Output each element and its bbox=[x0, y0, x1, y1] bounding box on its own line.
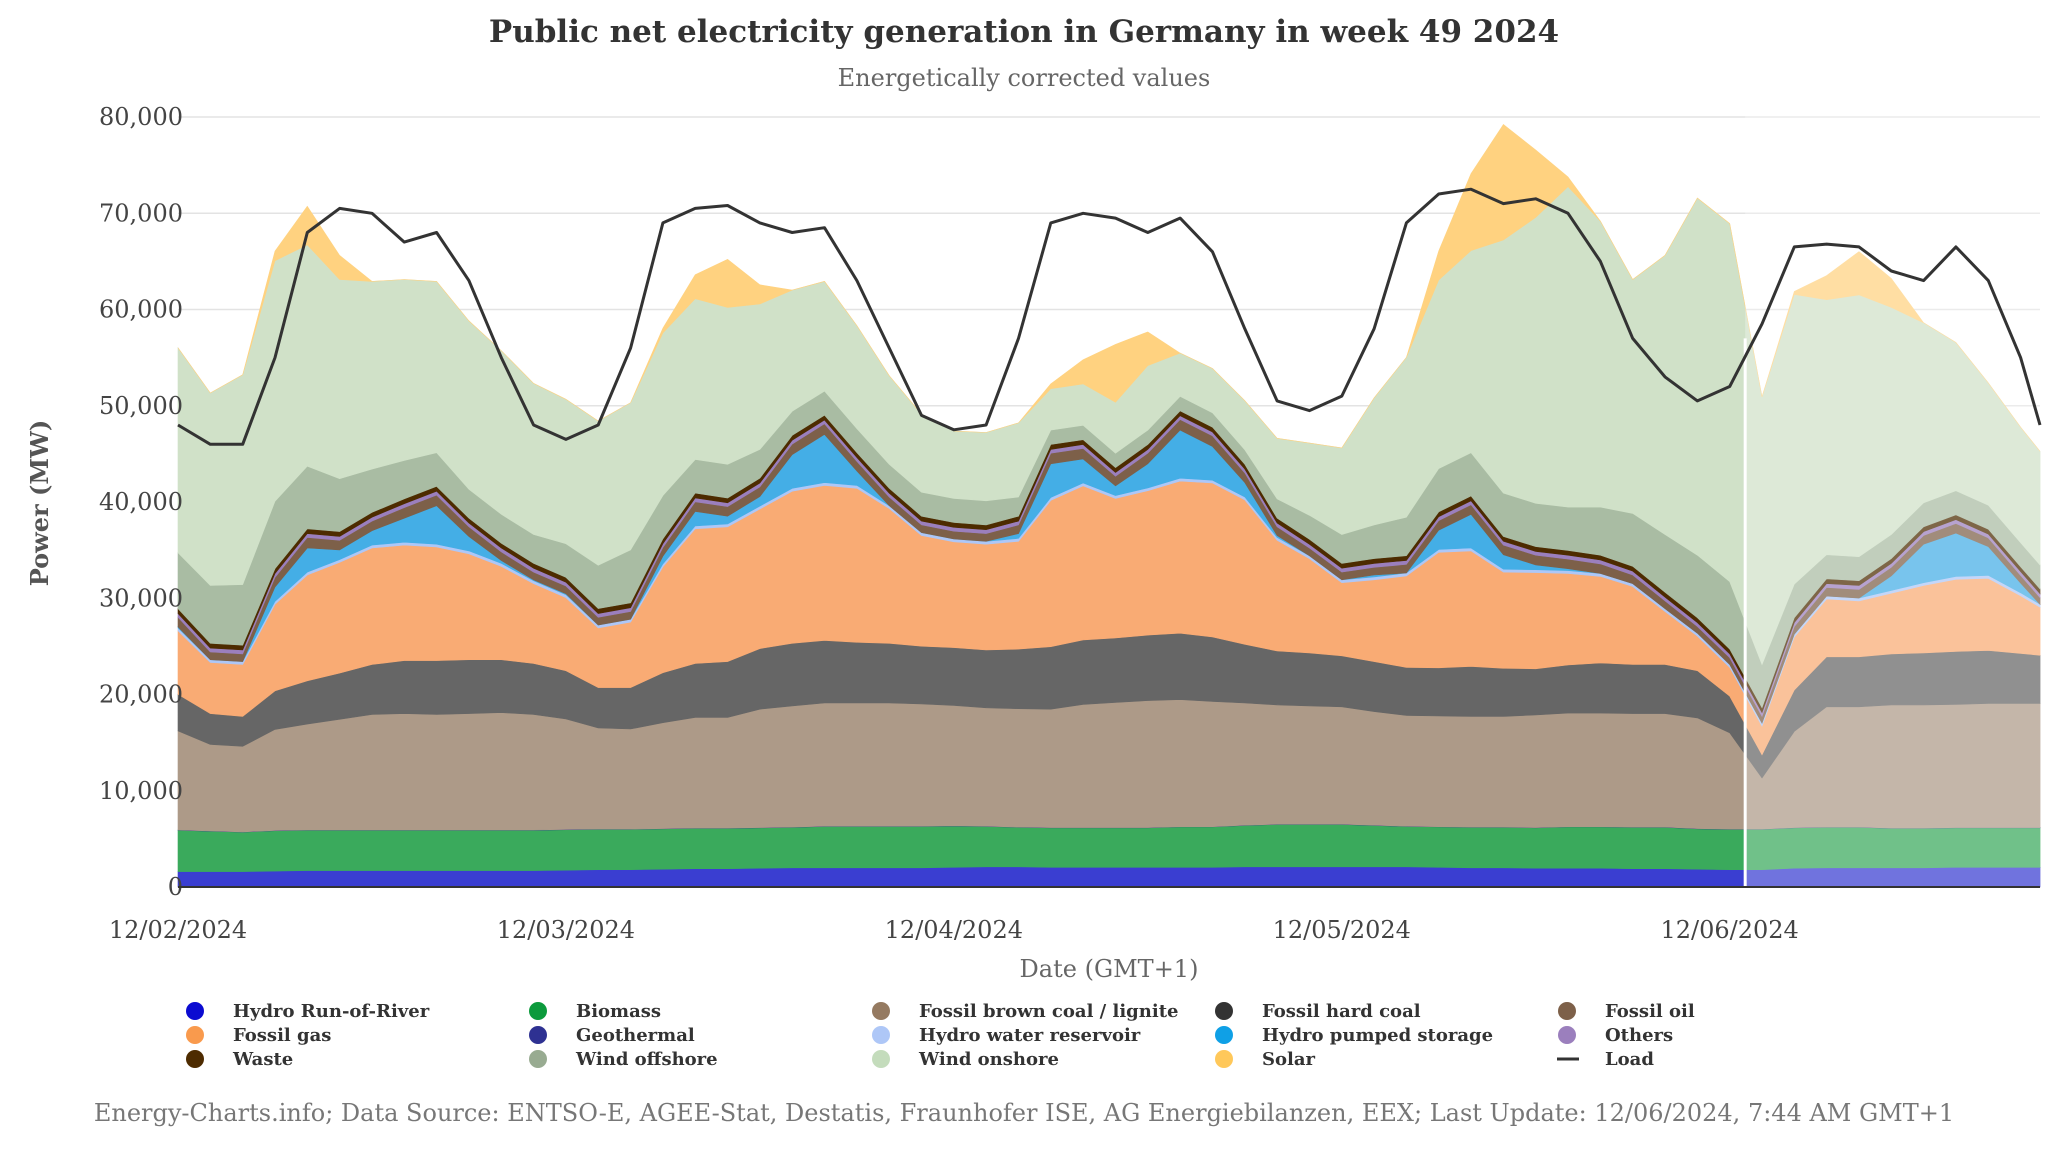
legend-dot-symbol bbox=[529, 1050, 547, 1068]
legend-dot-symbol bbox=[872, 1026, 890, 1044]
legend-dot-symbol bbox=[529, 1002, 547, 1020]
legend-item-hydro-water-reservoir[interactable]: Hydro water reservoir bbox=[872, 1025, 1141, 1046]
y-tick-label: 80,000 bbox=[99, 103, 183, 131]
legend-item-others[interactable]: Others bbox=[1558, 1025, 1673, 1046]
chart-subtitle: Energetically corrected values bbox=[838, 64, 1211, 92]
legend-dot-symbol bbox=[872, 1002, 890, 1020]
legend-label: Fossil hard coal bbox=[1262, 1001, 1421, 1022]
legend-label: Hydro pumped storage bbox=[1262, 1025, 1493, 1046]
x-tick-label: 12/06/2024 bbox=[1661, 916, 1799, 944]
legend-label: Wind offshore bbox=[575, 1049, 718, 1070]
legend-item-waste[interactable]: Waste bbox=[186, 1049, 293, 1070]
legend-label: Waste bbox=[232, 1049, 293, 1070]
area-solar bbox=[177, 124, 2041, 452]
x-tick-label: 12/02/2024 bbox=[109, 916, 247, 944]
legend-item-fossil-oil[interactable]: Fossil oil bbox=[1558, 1001, 1695, 1022]
legend-item-hydro-run-of-river[interactable]: Hydro Run-of-River bbox=[186, 1001, 430, 1022]
legend-item-biomass[interactable]: Biomass bbox=[529, 1001, 661, 1022]
x-tick-label: 12/03/2024 bbox=[497, 916, 635, 944]
y-tick-label: 20,000 bbox=[99, 681, 183, 709]
legend-label: Fossil gas bbox=[233, 1025, 331, 1046]
forecast-shade bbox=[1745, 97, 2040, 887]
y-tick-label: 60,000 bbox=[99, 296, 183, 324]
x-axis-title: Date (GMT+1) bbox=[1020, 955, 1199, 983]
forecast-overlay bbox=[1743, 97, 2040, 887]
legend-item-wind-onshore[interactable]: Wind onshore bbox=[872, 1049, 1059, 1070]
legend-dot-symbol bbox=[186, 1026, 204, 1044]
legend-item-fossil-hard-coal[interactable]: Fossil hard coal bbox=[1215, 1001, 1421, 1022]
legend-dot-symbol bbox=[1558, 1002, 1576, 1020]
legend-label: Load bbox=[1605, 1049, 1654, 1070]
legend-item-load[interactable]: Load bbox=[1557, 1049, 1654, 1070]
legend-dot-symbol bbox=[529, 1026, 547, 1044]
x-tick-label: 12/05/2024 bbox=[1273, 916, 1411, 944]
x-tick-label: 12/04/2024 bbox=[885, 916, 1023, 944]
legend-item-geothermal[interactable]: Geothermal bbox=[529, 1025, 695, 1046]
y-tick-label: 40,000 bbox=[99, 488, 183, 516]
y-tick-label: 70,000 bbox=[99, 199, 183, 227]
legend-label: Hydro Run-of-River bbox=[233, 1001, 430, 1022]
legend-item-fossil-brown-coal-lignite[interactable]: Fossil brown coal / lignite bbox=[872, 1001, 1178, 1022]
legend-item-solar[interactable]: Solar bbox=[1215, 1049, 1316, 1070]
load-series bbox=[177, 187, 2042, 446]
legend-dot-symbol bbox=[186, 1050, 204, 1068]
legend-label: Biomass bbox=[576, 1001, 661, 1022]
legend-label: Fossil oil bbox=[1605, 1001, 1695, 1022]
legend-item-wind-offshore[interactable]: Wind offshore bbox=[529, 1049, 718, 1070]
y-tick-label: 30,000 bbox=[99, 584, 183, 612]
legend-item-fossil-gas[interactable]: Fossil gas bbox=[186, 1025, 331, 1046]
legend-dot-symbol bbox=[1215, 1002, 1233, 1020]
credits: Energy-Charts.info; Data Source: ENTSO-E… bbox=[94, 1099, 1954, 1127]
legend-item-hydro-pumped-storage[interactable]: Hydro pumped storage bbox=[1215, 1025, 1493, 1046]
legend-dot-symbol bbox=[186, 1002, 204, 1020]
y-axis-ticks: 0 10,000 20,000 30,000 40,000 50,000 60,000 70,… bbox=[99, 103, 183, 901]
y-tick-label: 10,000 bbox=[99, 777, 183, 805]
legend-label: Fossil brown coal / lignite bbox=[919, 1001, 1178, 1022]
legend-dot-symbol bbox=[1558, 1026, 1576, 1044]
y-axis-title: Power (MW) bbox=[25, 420, 54, 587]
legend-label: Others bbox=[1605, 1025, 1673, 1046]
legend-dot-symbol bbox=[872, 1050, 890, 1068]
y-tick-label: 0 bbox=[168, 873, 183, 901]
stacked-areas bbox=[177, 124, 2041, 888]
legend-dot-symbol bbox=[1215, 1026, 1233, 1044]
legend-label: Solar bbox=[1262, 1049, 1316, 1070]
legend-label: Wind onshore bbox=[918, 1049, 1059, 1070]
chart-title: Public net electricity generation in Ger… bbox=[489, 14, 1559, 50]
legend: Hydro Run-of-River Biomass Fossil brown co… bbox=[186, 1001, 1695, 1070]
legend-label: Geothermal bbox=[576, 1025, 695, 1046]
load-line bbox=[177, 187, 2042, 446]
x-axis-ticks: 12/02/2024 12/03/2024 12/04/2024 12/05/2024… bbox=[109, 916, 1799, 944]
y-tick-label: 50,000 bbox=[99, 392, 183, 420]
legend-dot-symbol bbox=[1215, 1050, 1233, 1068]
legend-label: Hydro water reservoir bbox=[919, 1025, 1141, 1046]
